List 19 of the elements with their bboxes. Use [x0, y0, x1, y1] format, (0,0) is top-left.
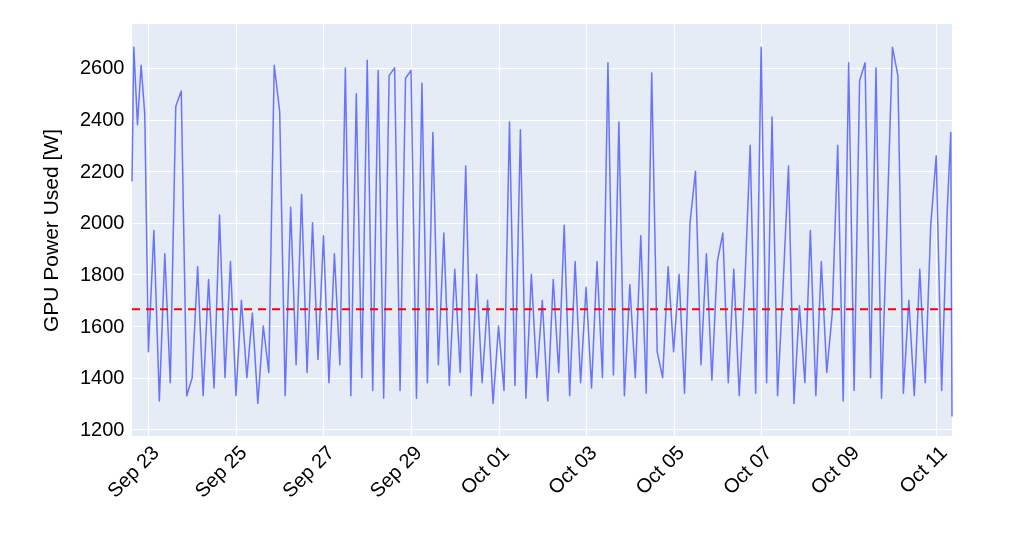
y-tick-label: 2000 — [80, 211, 125, 234]
y-tick-label: 1400 — [80, 366, 125, 389]
x-tick-label: Oct 11 — [894, 441, 951, 498]
y-tick-label: 2400 — [80, 108, 125, 131]
x-tick-label: Sep 23 — [102, 441, 164, 502]
y-tick-label: 2600 — [80, 56, 125, 79]
x-tick-label: Sep 29 — [365, 441, 426, 502]
x-tick-label: Oct 01 — [455, 441, 514, 499]
y-tick-label: 1200 — [80, 417, 125, 440]
y-tick-label: 1600 — [80, 314, 125, 337]
x-tick-label: Oct 07 — [718, 441, 776, 499]
y-tick-label: 1800 — [80, 262, 125, 285]
x-tick-label: Oct 05 — [631, 441, 689, 499]
x-tick-label: Sep 25 — [190, 441, 251, 502]
y-tick-label: 2200 — [80, 159, 125, 182]
x-tick-label: Oct 09 — [806, 441, 864, 499]
x-tick-label: Oct 03 — [543, 441, 601, 499]
x-tick-label: Sep 27 — [277, 441, 339, 502]
y-axis-title: GPU Power Used [W] — [39, 128, 63, 333]
